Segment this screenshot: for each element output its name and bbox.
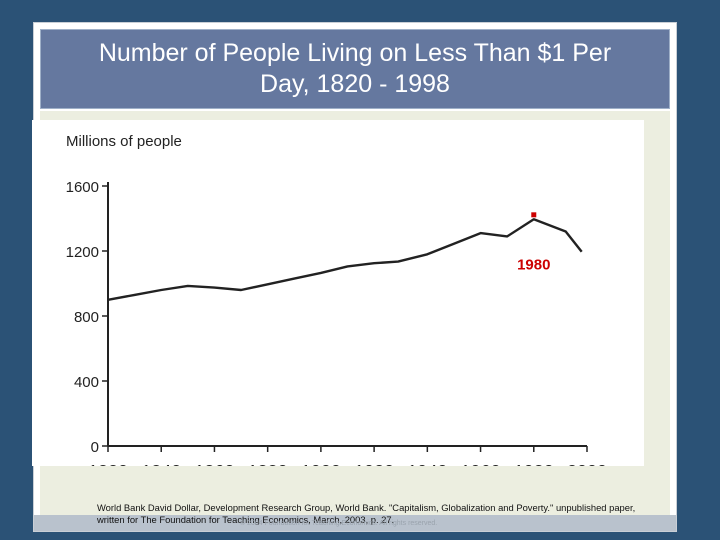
- title-bar: Number of People Living on Less Than $1 …: [40, 29, 670, 109]
- copyright-notice: © 2004 Foundation for Teaching Economics…: [240, 520, 438, 527]
- x-tick-label: 1960: [461, 462, 501, 466]
- x-tick-label: 1880: [248, 462, 288, 466]
- x-tick-label: 1860: [194, 462, 234, 466]
- chart-labels: 0 400 800 1200 1600 1820 1840 1860 1880 1900 1920 1…: [66, 133, 607, 466]
- poverty-line-chart: 0 400 800 1200 1600 1820 1840 1860 1880 1900 1920 1…: [66, 133, 607, 466]
- y-axis-label: Millions of people: [66, 133, 182, 150]
- chart-marks: [107, 212, 583, 301]
- y-tick-label: 1200: [66, 244, 99, 261]
- x-tick-label: 1920: [354, 462, 394, 466]
- annotation-marker: [531, 212, 537, 218]
- y-tick-label: 1600: [66, 179, 99, 196]
- x-tick-label: 1840: [141, 462, 181, 466]
- y-tick-label: 400: [74, 374, 99, 391]
- x-tick-label: 1980: [514, 462, 554, 466]
- y-tick-label: 800: [74, 309, 99, 326]
- chart-axes: [102, 182, 588, 452]
- x-tick-label: 1940: [407, 462, 447, 466]
- source-citation: World Bank David Dollar, Development Res…: [97, 502, 636, 525]
- chart-panel: 0 400 800 1200 1600 1820 1840 1860 1880 1900 1920 1…: [32, 120, 644, 466]
- x-tick-label: 1900: [301, 462, 341, 466]
- slide-title: Number of People Living on Less Than $1 …: [98, 39, 612, 98]
- annotation-label: 1980: [517, 256, 550, 273]
- y-tick-label: 0: [91, 439, 99, 456]
- x-tick-label: 1820: [88, 462, 128, 466]
- x-tick-label: 2000: [567, 462, 607, 466]
- bottom-strip: [34, 515, 676, 531]
- series-line: [107, 218, 583, 301]
